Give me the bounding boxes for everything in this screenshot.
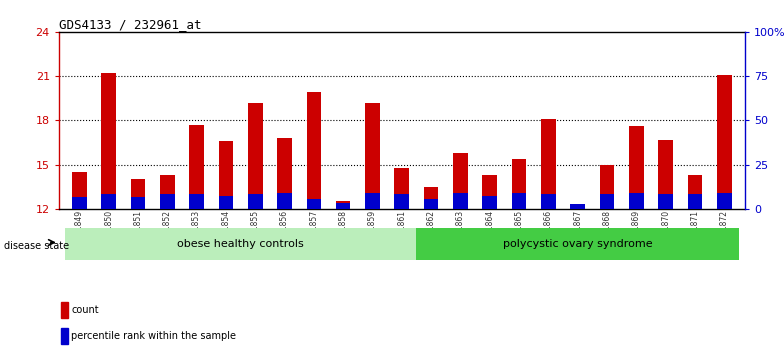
Bar: [482, 195, 497, 209]
Bar: [101, 194, 116, 209]
Bar: [219, 141, 233, 209]
Bar: [629, 126, 644, 209]
Bar: [72, 172, 87, 209]
Bar: [336, 203, 350, 209]
Bar: [131, 197, 145, 209]
Bar: [453, 193, 468, 209]
Text: count: count: [71, 305, 99, 315]
Bar: [571, 205, 585, 209]
Bar: [541, 194, 556, 209]
Bar: [307, 199, 321, 209]
Bar: [307, 92, 321, 209]
Bar: [278, 193, 292, 209]
Bar: [189, 194, 204, 209]
Bar: [688, 194, 702, 209]
Text: polycystic ovary syndrome: polycystic ovary syndrome: [503, 239, 652, 249]
Bar: [659, 139, 673, 209]
Bar: [688, 175, 702, 209]
Bar: [659, 194, 673, 209]
Bar: [717, 75, 731, 209]
Bar: [629, 193, 644, 209]
Bar: [365, 103, 379, 209]
Bar: [336, 201, 350, 209]
Bar: [219, 195, 233, 209]
Bar: [248, 103, 263, 209]
Bar: [600, 165, 615, 209]
Bar: [278, 138, 292, 209]
Text: obese healthy controls: obese healthy controls: [177, 239, 304, 249]
Text: disease state: disease state: [4, 241, 69, 251]
Bar: [160, 175, 175, 209]
Bar: [101, 73, 116, 209]
Bar: [453, 153, 468, 209]
Text: percentile rank within the sample: percentile rank within the sample: [71, 331, 236, 341]
Bar: [600, 194, 615, 209]
Bar: [189, 125, 204, 209]
Bar: [512, 193, 526, 209]
Bar: [60, 328, 67, 344]
Bar: [365, 193, 379, 209]
Text: GDS4133 / 232961_at: GDS4133 / 232961_at: [59, 18, 201, 31]
Bar: [541, 119, 556, 209]
Bar: [571, 206, 585, 209]
Bar: [482, 175, 497, 209]
Bar: [424, 199, 438, 209]
Bar: [512, 159, 526, 209]
Bar: [64, 228, 416, 260]
Bar: [717, 193, 731, 209]
Bar: [60, 302, 67, 318]
Bar: [131, 179, 145, 209]
Bar: [160, 194, 175, 209]
Bar: [416, 228, 739, 260]
Bar: [424, 187, 438, 209]
Bar: [72, 197, 87, 209]
Bar: [248, 194, 263, 209]
Bar: [394, 167, 409, 209]
Bar: [394, 194, 409, 209]
